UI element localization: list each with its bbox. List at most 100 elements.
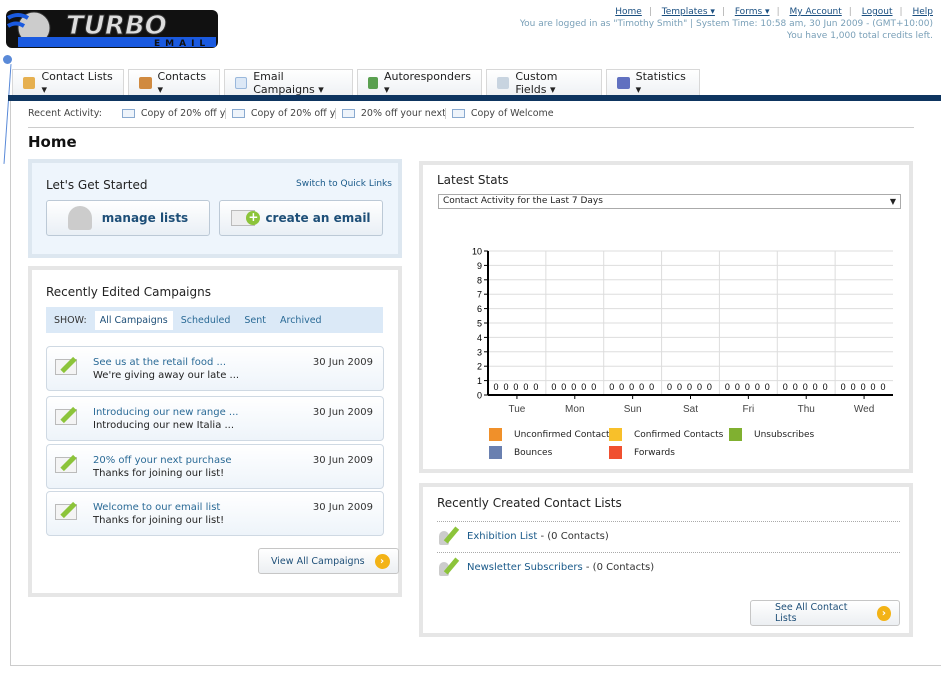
email-edit-icon [55, 359, 77, 375]
campaign-item[interactable]: Welcome to our email list Thanks for join… [46, 491, 384, 536]
campaign-item[interactable]: Introducing our new range ... Introducing… [46, 396, 384, 441]
tab-label: Email Campaigns ▾ [253, 70, 324, 96]
envelope-icon [235, 77, 248, 89]
stats-period-select[interactable]: Contact Activity for the Last 7 Days ▼ [438, 194, 901, 209]
svg-text:TURBO: TURBO [66, 11, 167, 41]
data-label: 0 [523, 382, 528, 392]
help-link[interactable]: Help [912, 7, 933, 17]
data-label: 0 [687, 382, 692, 392]
tab-email-campaigns[interactable]: Email Campaigns ▾ [224, 69, 353, 96]
legend-item: Unconfirmed Contacts [489, 428, 614, 441]
turbo-email-logo[interactable]: TURBO EMAIL [4, 6, 220, 52]
filter-archived[interactable]: Archived [280, 314, 322, 326]
contact-count: - (0 Contacts) [537, 531, 609, 542]
campaign-subject: Introducing our new Italia ... [93, 420, 235, 431]
filter-scheduled[interactable]: Scheduled [180, 314, 231, 326]
y-tick-label: 6 [477, 304, 482, 314]
campaign-date: 30 Jun 2009 [312, 357, 373, 368]
forms-link[interactable]: Forms ▾ [734, 7, 770, 17]
x-tick-label: Sun [624, 404, 642, 415]
legend-label: Bounces [514, 447, 553, 458]
recent-item[interactable]: Copy of Welcome to [446, 108, 556, 119]
data-label: 0 [823, 382, 828, 392]
arrow-right-icon: › [876, 605, 891, 621]
tab-contact-lists[interactable]: Contact Lists ▾ [12, 69, 124, 96]
templates-link[interactable]: Templates ▾ [661, 7, 715, 17]
email-edit-icon [55, 457, 77, 473]
login-info: You are logged in as "Timothy Smith" | S… [519, 19, 933, 29]
campaign-title[interactable]: Welcome to our email list [93, 502, 221, 513]
contact-list-link[interactable]: Newsletter Subscribers [467, 562, 583, 573]
autoresponder-icon [368, 77, 378, 89]
y-tick-label: 9 [477, 261, 482, 271]
home-link[interactable]: Home [615, 7, 642, 17]
contact-list-item: Exhibition List - (0 Contacts) [437, 521, 900, 551]
recent-item[interactable]: 20% off your next p [336, 108, 446, 119]
campaign-title[interactable]: Introducing our new range ... [93, 407, 239, 418]
tab-label: Contact Lists ▾ [41, 70, 113, 96]
campaign-filter-bar: SHOW: All Campaigns Scheduled Sent Archi… [46, 307, 383, 333]
nav-bar-line [8, 95, 941, 101]
campaign-subject: We're giving away our late ... [93, 370, 240, 381]
view-all-campaigns-button[interactable]: View All Campaigns › [258, 548, 399, 574]
contact-list-icon [437, 558, 459, 578]
recent-item[interactable]: Copy of 20% off yo [226, 108, 336, 119]
latest-stats-title: Latest Stats [437, 173, 509, 187]
credits-info: You have 1,000 total credits left. [786, 31, 933, 41]
tab-contacts[interactable]: Contacts ▾ [128, 69, 220, 96]
legend-item: Forwards [609, 446, 675, 459]
data-label: 0 [591, 382, 596, 392]
data-label: 0 [725, 382, 730, 392]
top-links: Home | Templates ▾ | Forms ▾ | My Account | … [519, 7, 933, 41]
contact-list-link[interactable]: Exhibition List [467, 531, 538, 542]
recent-activity-label: Recent Activity: [28, 108, 102, 119]
data-label: 0 [841, 382, 846, 392]
y-tick-label: 7 [477, 290, 482, 300]
legend-label: Confirmed Contacts [634, 429, 724, 440]
logout-link[interactable]: Logout [861, 7, 893, 17]
y-tick-label: 10 [472, 247, 482, 257]
create-email-button[interactable]: + create an email [219, 200, 383, 236]
data-label: 0 [561, 382, 566, 392]
legend-item: Confirmed Contacts [609, 428, 723, 441]
my-account-link[interactable]: My Account [789, 7, 842, 17]
campaign-item[interactable]: 20% off your next purchase Thanks for joi… [46, 444, 384, 489]
x-tick-label: Fri [743, 404, 755, 415]
tab-label: Statistics ▾ [635, 70, 686, 96]
tab-label: Contacts ▾ [157, 70, 207, 96]
campaign-subject: Thanks for joining our list! [93, 515, 225, 526]
campaign-title[interactable]: 20% off your next purchase [93, 455, 232, 466]
divider [28, 127, 914, 128]
latest-stats-panel [419, 161, 913, 473]
campaign-title[interactable]: See us at the retail food ... [93, 357, 227, 368]
recent-item-label: Copy of 20% off yo [140, 108, 226, 119]
campaign-item[interactable]: See us at the retail food ... We're givin… [46, 346, 384, 391]
data-label: 0 [697, 382, 702, 392]
tab-autoresponders[interactable]: Autoresponders ▾ [357, 69, 482, 96]
data-label: 0 [571, 382, 576, 392]
recent-item[interactable]: Copy of 20% off yo [116, 108, 226, 119]
main-nav: Contact Lists ▾ Contacts ▾ Email Campaig… [12, 69, 700, 96]
tab-custom-fields[interactable]: Custom Fields ▾ [486, 69, 602, 96]
recent-item-label: Copy of Welcome to [470, 108, 556, 119]
contact-list-icon [67, 206, 92, 230]
data-label: 0 [783, 382, 788, 392]
contact-list-item: Newsletter Subscribers - (0 Contacts) [437, 552, 900, 582]
arrow-right-icon: › [374, 553, 390, 569]
filter-all-campaigns[interactable]: All Campaigns [94, 310, 173, 330]
data-label: 0 [619, 382, 624, 392]
data-label: 0 [803, 382, 808, 392]
recent-item-label: 20% off your next p [360, 108, 446, 119]
filter-sent[interactable]: Sent [244, 314, 267, 326]
y-tick-label: 5 [477, 319, 482, 329]
see-all-contact-lists-button[interactable]: See All Contact Lists › [750, 600, 900, 626]
tab-statistics[interactable]: Statistics ▾ [606, 69, 700, 96]
data-label: 0 [861, 382, 866, 392]
manage-lists-button[interactable]: manage lists [46, 200, 210, 236]
envelope-icon [121, 109, 135, 118]
y-tick-label: 3 [477, 347, 482, 357]
switch-quick-links-link[interactable]: Switch to Quick Links [296, 179, 392, 189]
data-label: 0 [871, 382, 876, 392]
legend-swatch [729, 428, 742, 441]
